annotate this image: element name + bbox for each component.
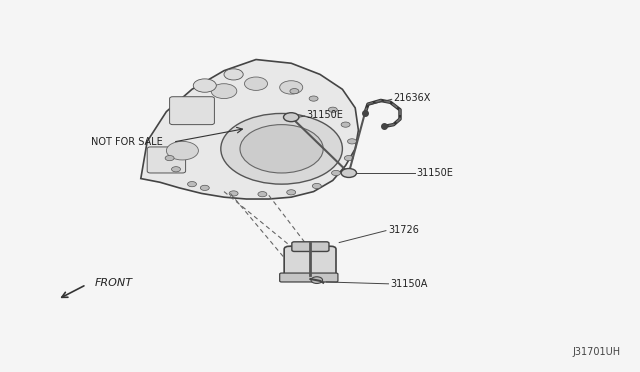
Circle shape: [284, 113, 299, 122]
Circle shape: [200, 185, 209, 190]
Text: 31726: 31726: [388, 225, 419, 235]
Circle shape: [287, 190, 296, 195]
FancyBboxPatch shape: [170, 97, 214, 125]
Circle shape: [332, 170, 340, 176]
Circle shape: [229, 191, 238, 196]
Circle shape: [188, 182, 196, 187]
PathPatch shape: [141, 60, 358, 199]
Circle shape: [344, 155, 353, 161]
Circle shape: [244, 77, 268, 90]
Circle shape: [290, 89, 299, 94]
Circle shape: [309, 96, 318, 101]
Circle shape: [221, 113, 342, 184]
Text: 31150E: 31150E: [416, 168, 453, 177]
Circle shape: [184, 107, 212, 124]
Circle shape: [258, 192, 267, 197]
Circle shape: [211, 84, 237, 99]
FancyBboxPatch shape: [147, 147, 186, 173]
Text: 31150E: 31150E: [306, 110, 343, 120]
Circle shape: [165, 155, 174, 161]
FancyBboxPatch shape: [280, 273, 338, 282]
Text: 31150A: 31150A: [390, 279, 428, 289]
Circle shape: [193, 79, 216, 92]
Circle shape: [166, 141, 198, 160]
Circle shape: [224, 69, 243, 80]
Circle shape: [240, 125, 323, 173]
Circle shape: [348, 139, 356, 144]
Circle shape: [280, 81, 303, 94]
Circle shape: [341, 169, 356, 177]
Circle shape: [312, 183, 321, 189]
Text: 21636X: 21636X: [394, 93, 431, 103]
FancyBboxPatch shape: [292, 242, 329, 251]
Circle shape: [172, 167, 180, 172]
Text: J31701UH: J31701UH: [573, 347, 621, 357]
Text: FRONT: FRONT: [95, 279, 132, 288]
Circle shape: [311, 277, 323, 283]
Circle shape: [341, 122, 350, 127]
FancyBboxPatch shape: [284, 246, 336, 280]
Text: NOT FOR SALE: NOT FOR SALE: [92, 137, 163, 147]
Circle shape: [328, 107, 337, 112]
